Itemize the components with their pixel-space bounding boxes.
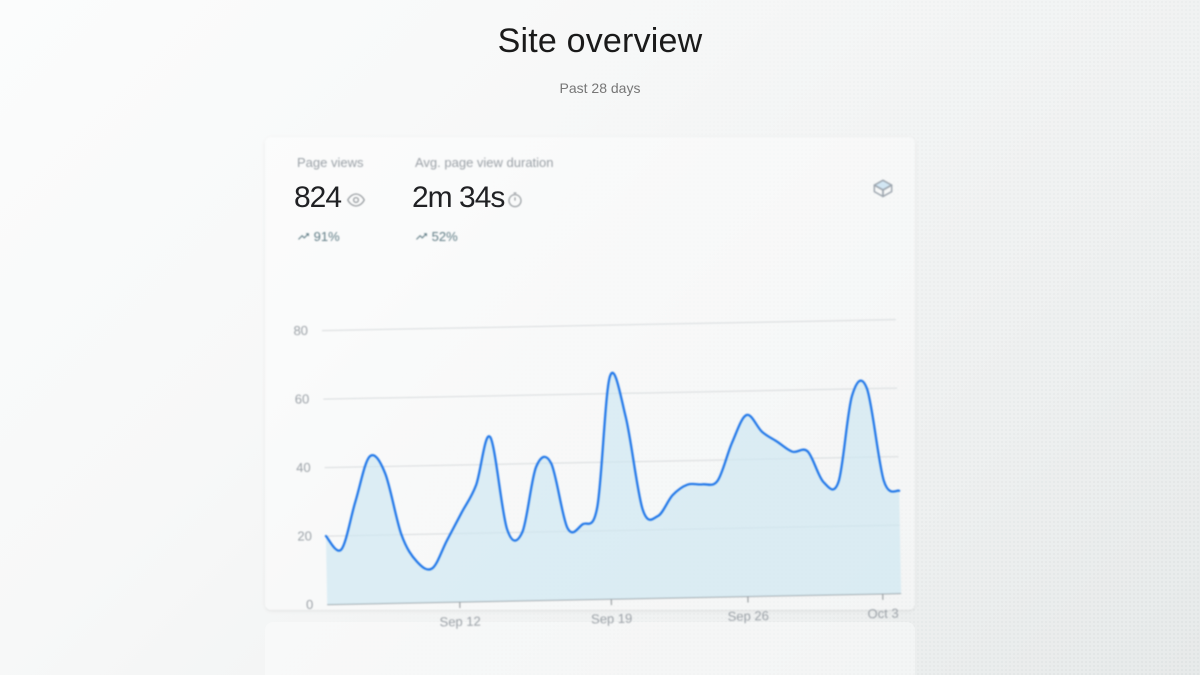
svg-text:Sep 19: Sep 19 [591, 611, 632, 627]
svg-text:Sep 12: Sep 12 [439, 614, 480, 630]
svg-text:Sep 26: Sep 26 [728, 608, 769, 624]
